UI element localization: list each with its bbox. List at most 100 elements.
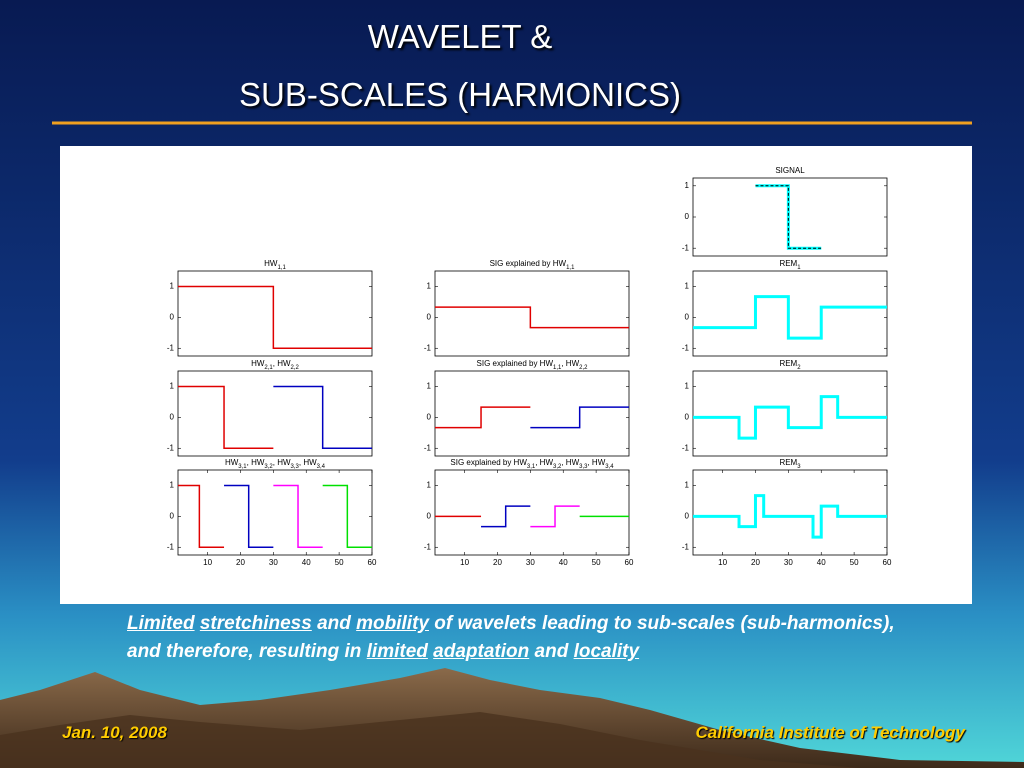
y-tick-label: -1 xyxy=(424,343,432,352)
plot-frame xyxy=(434,469,630,556)
plot-frame xyxy=(177,270,373,357)
plot-title: HW3,1, HW3,2, HW3,3, HW3,4 xyxy=(225,458,326,469)
caption-segment: adaptation xyxy=(433,641,530,662)
plot-title: REM1 xyxy=(779,259,801,270)
footer-institution: California Institute of Technology xyxy=(695,723,966,742)
y-tick-label: 0 xyxy=(427,312,432,321)
series-line xyxy=(481,505,531,528)
y-tick-label: -1 xyxy=(167,443,175,452)
title-subscript: 1,1 xyxy=(553,365,562,371)
title-subscript: 1,1 xyxy=(566,265,575,271)
plot-title: REM3 xyxy=(779,458,801,469)
title-part: , HW xyxy=(273,359,291,368)
title-subscript: 3,4 xyxy=(605,464,614,470)
x-tick-label: 10 xyxy=(203,558,212,567)
title-part: HW xyxy=(251,359,265,368)
caption-segment: and xyxy=(317,613,351,634)
series-line xyxy=(273,385,372,450)
plot-title: SIG explained by HW3,1, HW3,2, HW3,3, HW… xyxy=(450,458,614,469)
title-subscript: 2,2 xyxy=(291,365,300,371)
y-tick-label: 0 xyxy=(427,412,432,421)
series-line xyxy=(224,484,274,549)
y-tick-label: -1 xyxy=(682,443,690,452)
y-tick-label: 0 xyxy=(170,312,175,321)
y-tick-label: -1 xyxy=(682,343,690,352)
x-tick-label: 60 xyxy=(883,558,892,567)
title-part: REM xyxy=(779,458,797,467)
plot: HW2,1, HW2,2 1 0 -1 xyxy=(167,359,373,457)
y-tick-label: -1 xyxy=(682,542,690,551)
plot: SIG explained by HW1,1, HW2,2 1 0 -1 xyxy=(424,359,630,457)
title-part: , HW xyxy=(273,458,291,467)
plot-title: HW2,1, HW2,2 xyxy=(251,359,299,370)
title-part: , HW xyxy=(247,458,265,467)
plot-frame xyxy=(692,177,888,257)
title-part: SIG explained by HW xyxy=(450,458,527,467)
title-subscript: 3,1 xyxy=(238,464,247,470)
plot: REM2 1 0 -1 xyxy=(682,359,888,457)
y-tick-label: 1 xyxy=(685,481,690,490)
caption-segment: locality xyxy=(573,641,640,662)
x-tick-label: 60 xyxy=(625,558,634,567)
plot: SIGNAL 1 0 -1 xyxy=(682,166,888,257)
y-tick-label: 0 xyxy=(170,412,175,421)
y-tick-label: 1 xyxy=(170,282,175,291)
plot: HW1,1 1 0 -1 xyxy=(167,259,373,357)
series-line xyxy=(178,285,372,350)
title-subscript: 3,2 xyxy=(553,464,562,470)
x-tick-label: 40 xyxy=(559,558,568,567)
title-part: REM xyxy=(779,359,797,368)
title-part: , HW xyxy=(299,458,317,467)
title-subscript: 1 xyxy=(797,265,801,271)
caption-segment: stretchiness xyxy=(199,613,312,634)
series-line-dash xyxy=(755,185,822,249)
series-line xyxy=(273,484,323,549)
title-part: , HW xyxy=(587,458,605,467)
title-subscript: 3 xyxy=(797,464,801,470)
title-part: HW xyxy=(264,259,278,268)
x-tick-label: 20 xyxy=(751,558,760,567)
x-tick-label: 30 xyxy=(269,558,278,567)
caption-segment: and xyxy=(534,641,569,662)
x-tick-label: 20 xyxy=(493,558,502,567)
x-tick-label: 30 xyxy=(784,558,793,567)
x-tick-label: 50 xyxy=(592,558,601,567)
title-subscript: 2,2 xyxy=(579,365,588,371)
plot-frame xyxy=(177,469,373,556)
y-tick-label: 1 xyxy=(170,382,175,391)
series-line xyxy=(435,406,531,429)
plot-title: SIG explained by HW1,1, HW2,2 xyxy=(477,359,589,370)
title-subscript: 1,1 xyxy=(277,265,286,271)
x-tick-label: 50 xyxy=(850,558,859,567)
x-tick-label: 60 xyxy=(368,558,377,567)
y-tick-label: -1 xyxy=(167,542,175,551)
series-line xyxy=(178,385,274,450)
plot-frame xyxy=(434,370,630,457)
caption-segment: mobility xyxy=(356,613,429,634)
y-tick-label: 0 xyxy=(685,412,690,421)
y-tick-label: 1 xyxy=(170,481,175,490)
title-part: SIG explained by HW xyxy=(477,359,554,368)
title-line: SUB-SCALES (HARMONICS) xyxy=(239,76,681,113)
footer-date: Jan. 10, 2008 xyxy=(62,723,167,742)
title-part: SIGNAL xyxy=(775,166,805,175)
x-tick-label: 10 xyxy=(460,558,469,567)
y-tick-label: 0 xyxy=(685,511,690,520)
y-tick-label: -1 xyxy=(167,343,175,352)
y-tick-label: 1 xyxy=(685,382,690,391)
y-tick-label: 1 xyxy=(427,481,432,490)
plot-title: HW1,1 xyxy=(264,259,286,270)
title-part: , HW xyxy=(535,458,553,467)
title-subscript: 3,1 xyxy=(527,464,536,470)
plot: SIG explained by HW3,1, HW3,2, HW3,3, HW… xyxy=(424,458,634,567)
plot-frame xyxy=(177,370,373,457)
title-part: REM xyxy=(779,259,797,268)
series-line xyxy=(178,484,225,549)
y-tick-label: 0 xyxy=(685,212,690,221)
x-tick-label: 40 xyxy=(817,558,826,567)
title-subscript: 3,4 xyxy=(317,464,326,470)
